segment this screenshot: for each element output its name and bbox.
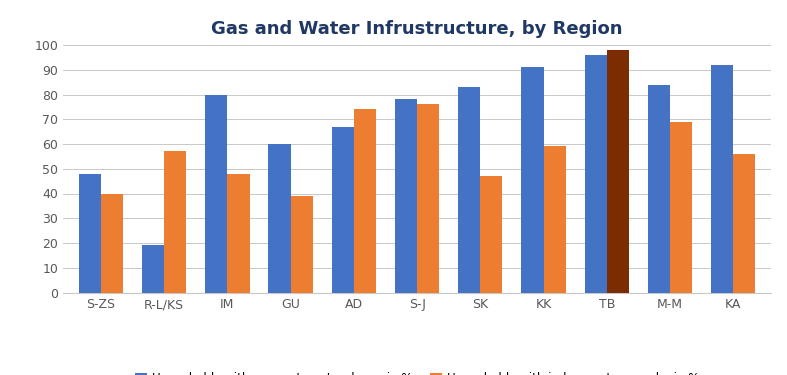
Bar (544, 147, 566, 292)
Bar (79, 174, 101, 292)
Bar (417, 104, 439, 292)
Bar (142, 246, 164, 292)
Bar (101, 194, 123, 292)
Title: Gas and Water Infrustructure, by Region: Gas and Water Infrustructure, by Region (212, 20, 623, 38)
Bar (164, 152, 187, 292)
Bar (290, 196, 312, 292)
Bar (480, 176, 502, 292)
Bar (395, 99, 417, 292)
Bar (522, 67, 544, 292)
Bar (711, 65, 733, 292)
Bar (648, 85, 670, 292)
Bar (733, 154, 756, 292)
Bar (670, 122, 693, 292)
Bar (458, 87, 480, 292)
Bar (354, 110, 376, 292)
Bar (607, 50, 629, 292)
Bar (585, 55, 607, 292)
Bar (205, 94, 227, 292)
Legend: Households with access to natural gas, in %, Households with indoor water supply: Households with access to natural gas, i… (131, 368, 704, 375)
Bar (332, 127, 354, 292)
Bar (268, 144, 290, 292)
Bar (227, 174, 249, 292)
